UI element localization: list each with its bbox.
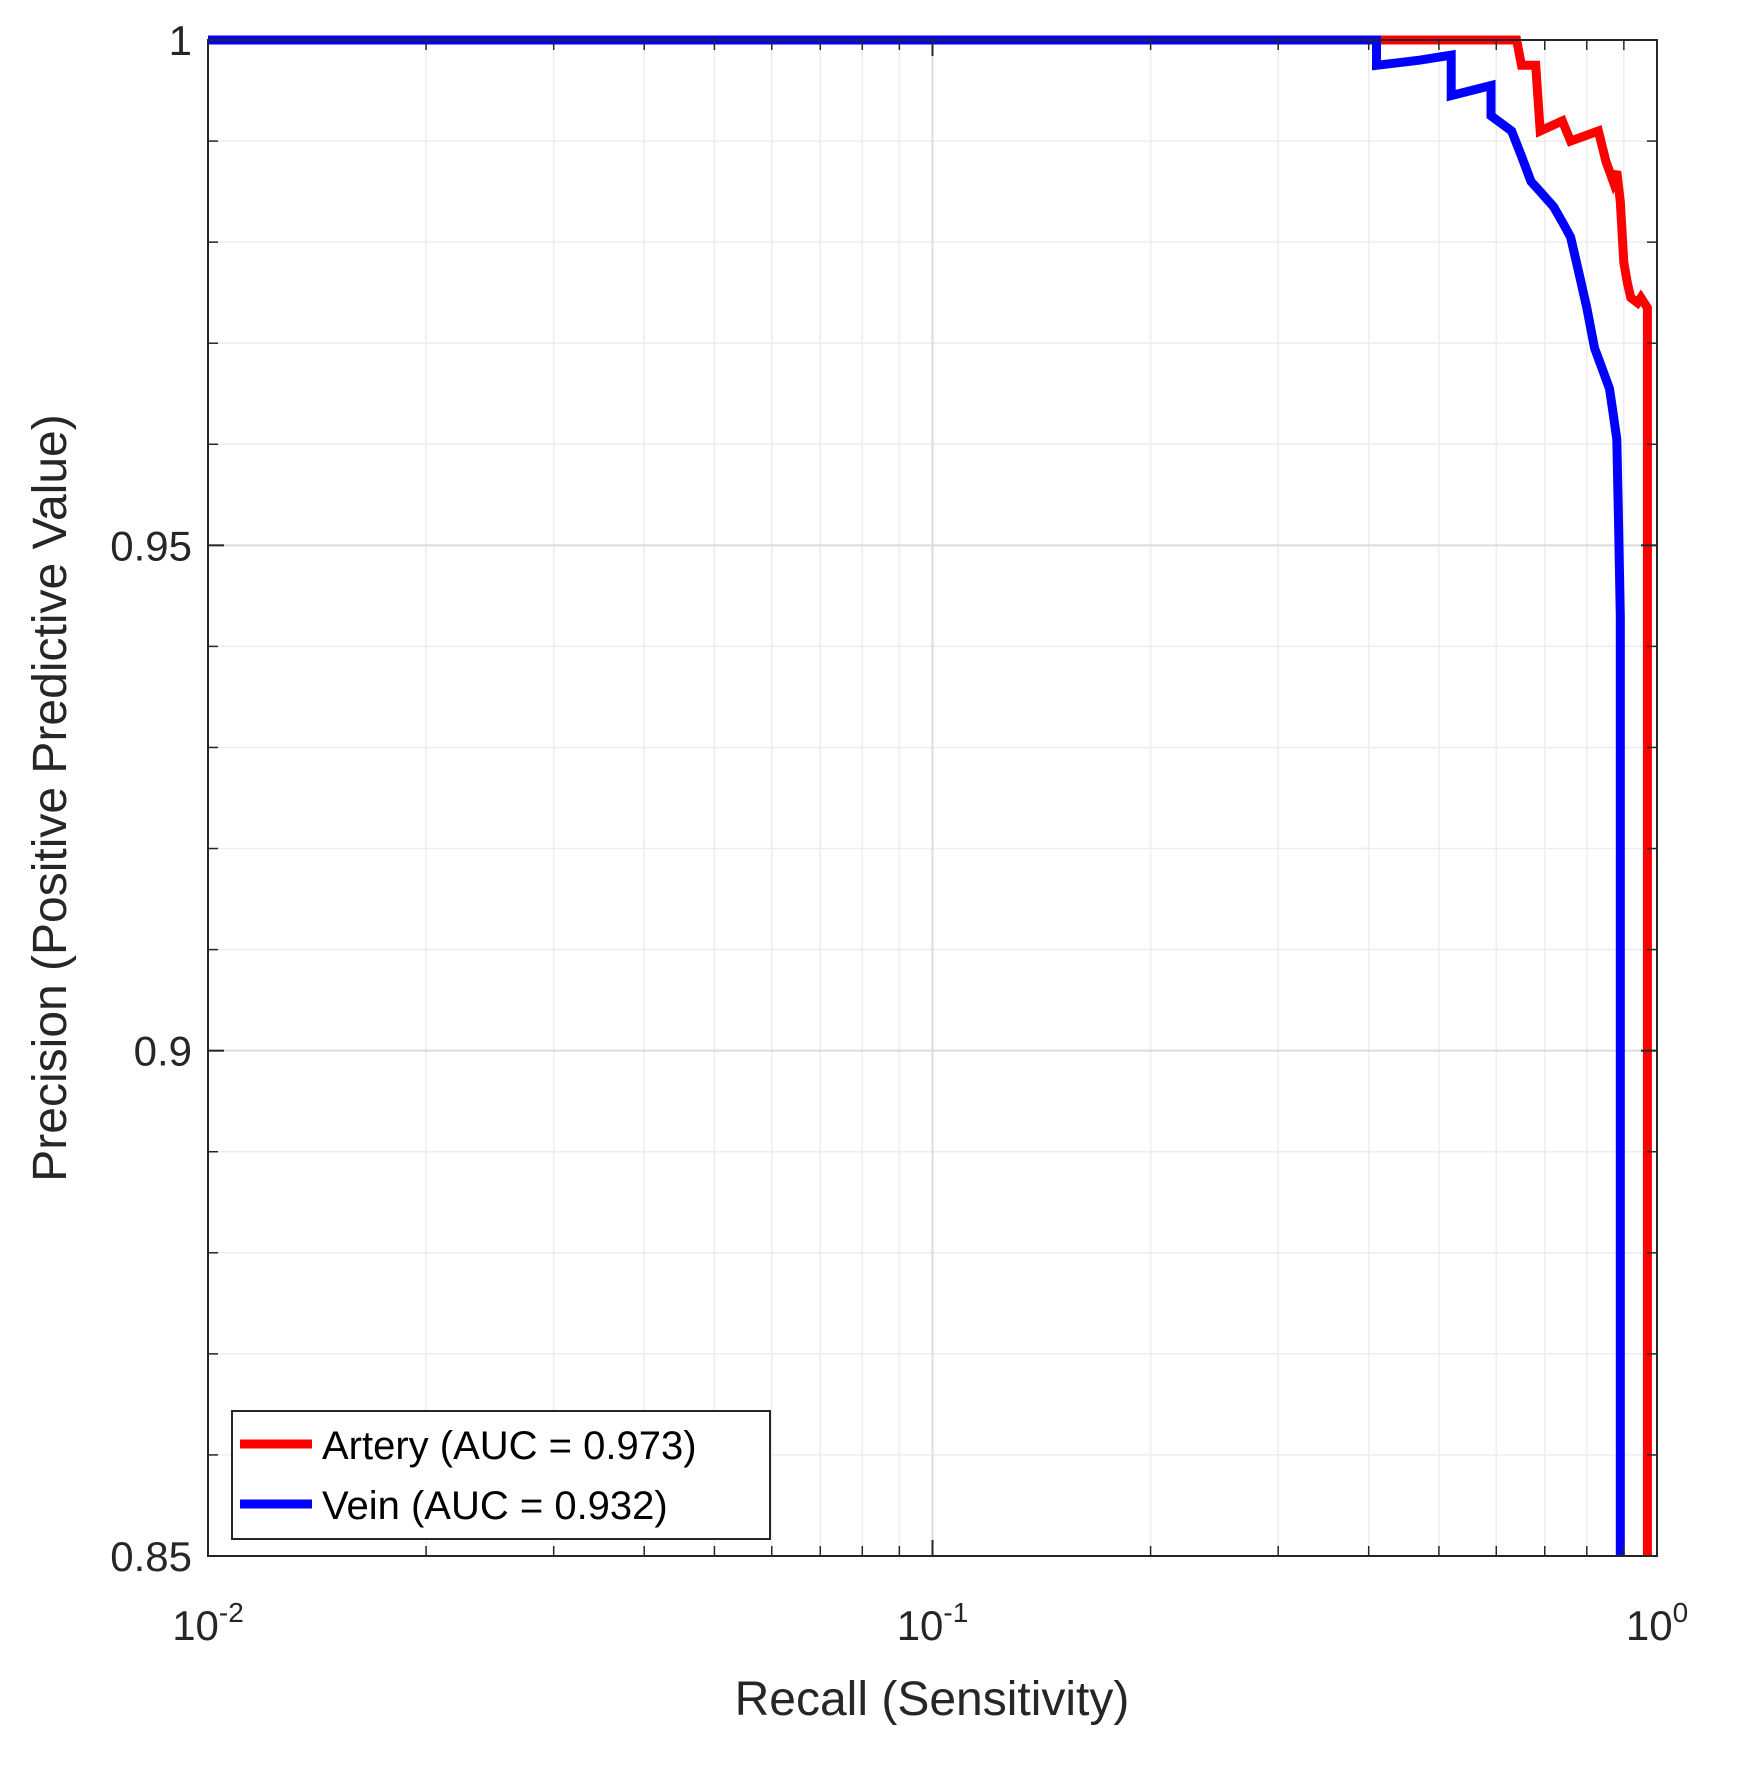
x-tick-label: 100 (1626, 1597, 1688, 1649)
x-tick-label: 10-2 (172, 1597, 244, 1649)
legend-label-vein: Vein (AUC = 0.932) (322, 1484, 668, 1528)
x-tick-label: 10-1 (897, 1597, 969, 1649)
y-tick-label: 1 (169, 17, 192, 64)
x-tick-exponent: -1 (943, 1597, 968, 1628)
x-tick-base: 10 (897, 1602, 944, 1649)
y-tick-labels: 0.85 0.9 0.95 1 (110, 17, 192, 1580)
series-line-vein (208, 35, 1625, 1556)
x-tick-labels: 10-2 10-1 100 (172, 1597, 1688, 1649)
y-tick-label: 0.95 (110, 522, 192, 569)
legend: Artery (AUC = 0.973) Vein (AUC = 0.932) (231, 1410, 771, 1540)
series-lines (208, 35, 1652, 1556)
x-tick-base: 10 (172, 1602, 219, 1649)
legend-label-artery: Artery (AUC = 0.973) (322, 1424, 697, 1468)
y-axis-label: Precision (Positive Predictive Value) (24, 414, 77, 1181)
x-tick-exponent: 0 (1673, 1597, 1689, 1628)
legend-box (231, 1410, 771, 1540)
y-tick-label: 0.85 (110, 1533, 192, 1580)
axis-ticks (207, 39, 1658, 1557)
y-tick-label: 0.9 (134, 1028, 192, 1075)
x-tick-exponent: -2 (219, 1597, 244, 1628)
x-axis-label: Recall (Sensitivity) (735, 1673, 1130, 1726)
series-line-artery (208, 35, 1652, 1556)
x-tick-base: 10 (1626, 1602, 1673, 1649)
